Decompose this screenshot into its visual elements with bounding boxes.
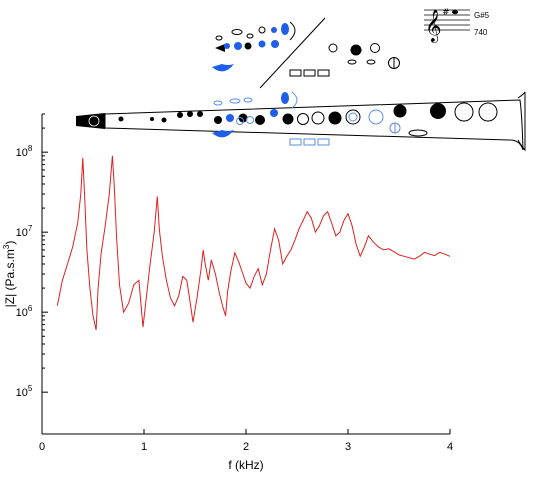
- instrument-key-9: [238, 113, 248, 123]
- instrument-key-8: [226, 114, 234, 122]
- overlay-key-7: [246, 116, 254, 124]
- instrument-key-3: [161, 117, 167, 123]
- instrument-key-2: [150, 117, 154, 121]
- y-tick-label: 106: [16, 304, 33, 319]
- instrument-key-7: [214, 116, 222, 124]
- y-axis-title: |Z| (Pa.s.m3): [2, 241, 17, 308]
- note-name: G#5: [474, 11, 490, 20]
- instrument-key-19: [430, 103, 446, 119]
- key-upper-4: [258, 26, 266, 34]
- key-upper-14: [212, 64, 234, 72]
- y-tick-base: 10: [16, 387, 28, 399]
- series-line: [56, 155, 451, 331]
- y-tick-base: 10: [16, 227, 28, 239]
- y-tick-exp: 5: [28, 384, 33, 393]
- key-upper-7: [289, 21, 296, 41]
- key-upper-13: [271, 40, 279, 48]
- key-upper-22: [303, 69, 316, 77]
- instrument-key-5: [187, 111, 193, 117]
- key-upper-18: [347, 59, 357, 65]
- overlay-key-13: [317, 138, 330, 146]
- y-axis-title-close: ): [3, 241, 17, 245]
- instrument-key-21: [478, 102, 498, 122]
- fingering-diagram-upper: [212, 17, 400, 89]
- instrument-key-20: [454, 102, 474, 122]
- key-upper-20: [388, 57, 400, 69]
- key-upper-8: [215, 44, 225, 52]
- instrument-key-11: [270, 109, 278, 117]
- instrument-key-22: [408, 129, 428, 137]
- mouthpiece-ring-1: [88, 115, 100, 127]
- key-upper-17: [370, 43, 380, 53]
- instrument-key-1: [118, 116, 124, 122]
- note-head-icon: [452, 9, 458, 15]
- y-tick-label: 108: [16, 144, 33, 159]
- y-tick-base: 10: [16, 147, 28, 159]
- instrument-drawing: [76, 91, 526, 152]
- y-tick-label: 107: [16, 224, 33, 239]
- x-tick-label: 2: [243, 441, 249, 453]
- y-tick-label: 105: [16, 384, 33, 399]
- y-tick-exp: 7: [28, 224, 33, 233]
- overlay-key-8: [212, 130, 234, 138]
- key-upper-11: [244, 42, 252, 50]
- key-upper-6: [281, 23, 289, 35]
- x-ticks: 0 1 2 3 4: [39, 429, 453, 453]
- treble-clef-icon: 𝄞: [425, 9, 442, 43]
- instrument-bell-tip: [517, 91, 526, 152]
- instrument-key-15: [328, 111, 342, 125]
- instrument-key-13: [297, 113, 309, 125]
- instrument-key-18: [393, 104, 407, 118]
- key-upper-15: [328, 43, 338, 53]
- overlay-key-2: [229, 98, 241, 104]
- key-upper-21: [289, 69, 302, 77]
- sharp-icon: #: [442, 8, 450, 18]
- key-upper-2: [215, 35, 223, 41]
- y-axis-title-main: |Z| (Pa.s.m: [3, 249, 17, 307]
- key-upper-10: [234, 42, 242, 50]
- key-upper-1: [231, 29, 243, 35]
- x-tick-label: 0: [39, 441, 45, 453]
- y-axis-title-exp: 3: [2, 244, 11, 249]
- instrument-key-6: [197, 111, 203, 117]
- overlay-key-3: [243, 97, 253, 103]
- overlay-key-1: [213, 100, 223, 106]
- key-upper-9: [224, 43, 230, 49]
- key-upper-19: [366, 59, 376, 65]
- instrument-key-10: [255, 115, 265, 125]
- x-tick-label: 3: [345, 441, 351, 453]
- instrument-key-12: [282, 113, 294, 125]
- y-tick-base: 10: [16, 307, 28, 319]
- mouthpiece: [76, 113, 105, 129]
- key-upper-23: [317, 69, 330, 77]
- y-tick-exp: 8: [28, 144, 33, 153]
- key-upper-16: [350, 44, 362, 56]
- overlay-key-12: [303, 138, 316, 146]
- overlay-key-6: [236, 117, 244, 125]
- key-upper-5: [271, 27, 277, 33]
- x-tick-label: 1: [141, 441, 147, 453]
- overlay-key-9: [348, 112, 358, 122]
- instrument-key-17: [368, 109, 384, 125]
- note-indicator: 𝄞 # G#5 740: [424, 8, 490, 43]
- overlay-key-4: [281, 92, 289, 104]
- key-upper-12: [258, 40, 266, 48]
- instrument-body-outline: [104, 99, 524, 151]
- diagram-divider-line: [259, 17, 326, 89]
- instrument-key-16: [345, 109, 361, 125]
- instrument-key-14: [311, 111, 325, 125]
- x-tick-label: 4: [447, 441, 453, 453]
- overlay-key-11: [289, 138, 302, 146]
- y-tick-exp: 6: [28, 304, 33, 313]
- key-upper-3: [246, 33, 254, 39]
- instrument-key-4: [177, 112, 183, 118]
- x-axis-title: f (kHz): [228, 458, 263, 472]
- note-number: 740: [474, 28, 488, 37]
- overlay-key-5: [291, 91, 298, 109]
